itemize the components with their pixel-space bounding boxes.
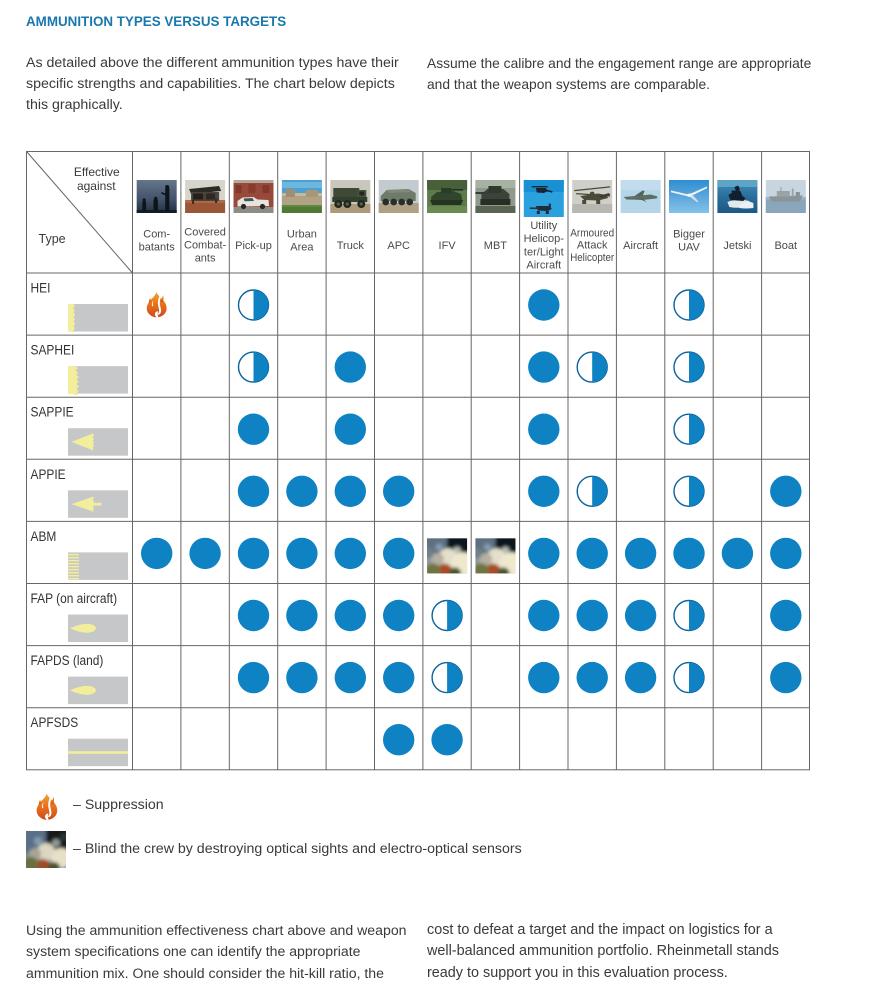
svg-text:SAPPIE: SAPPIE — [31, 405, 74, 421]
svg-text:Utility: Utility — [530, 220, 557, 232]
svg-text:HEI: HEI — [31, 281, 51, 297]
svg-text:Urban: Urban — [287, 228, 317, 240]
svg-text:ter/Light: ter/Light — [524, 246, 564, 258]
svg-text:SAPHEI: SAPHEI — [31, 343, 75, 359]
svg-text:Jetski: Jetski — [723, 240, 751, 252]
svg-text:ants: ants — [195, 252, 216, 264]
svg-text:Bigger: Bigger — [673, 228, 705, 240]
svg-text:FAPDS (land): FAPDS (land) — [31, 653, 104, 669]
svg-text:Helicop-: Helicop- — [524, 233, 565, 245]
svg-text:against: against — [77, 179, 116, 193]
svg-text:UAV: UAV — [678, 241, 700, 253]
svg-text:Attack: Attack — [577, 240, 608, 252]
svg-text:IFV: IFV — [439, 240, 457, 252]
svg-text:Area: Area — [290, 241, 314, 253]
svg-text:Armoured: Armoured — [570, 227, 614, 239]
svg-text:APC: APC — [387, 240, 410, 252]
svg-text:Helicopter: Helicopter — [570, 252, 614, 264]
svg-text:Truck: Truck — [337, 240, 365, 252]
svg-text:Aircraft: Aircraft — [623, 240, 658, 252]
svg-text:Com-: Com- — [143, 228, 170, 240]
svg-text:FAP (on aircraft): FAP (on aircraft) — [31, 591, 118, 607]
svg-text:Combat-: Combat- — [184, 239, 227, 251]
svg-text:Pick-up: Pick-up — [235, 240, 272, 252]
svg-text:Type: Type — [39, 232, 66, 246]
svg-text:Covered: Covered — [184, 226, 226, 238]
svg-text:batants: batants — [139, 241, 176, 253]
svg-text:Aircraft: Aircraft — [526, 260, 561, 272]
svg-text:Boat: Boat — [774, 240, 797, 252]
svg-text:ABM: ABM — [31, 529, 57, 545]
svg-text:APFSDS: APFSDS — [31, 715, 79, 731]
svg-text:APPIE: APPIE — [31, 467, 66, 483]
svg-text:MBT: MBT — [484, 240, 508, 252]
svg-text:Effective: Effective — [74, 165, 120, 179]
